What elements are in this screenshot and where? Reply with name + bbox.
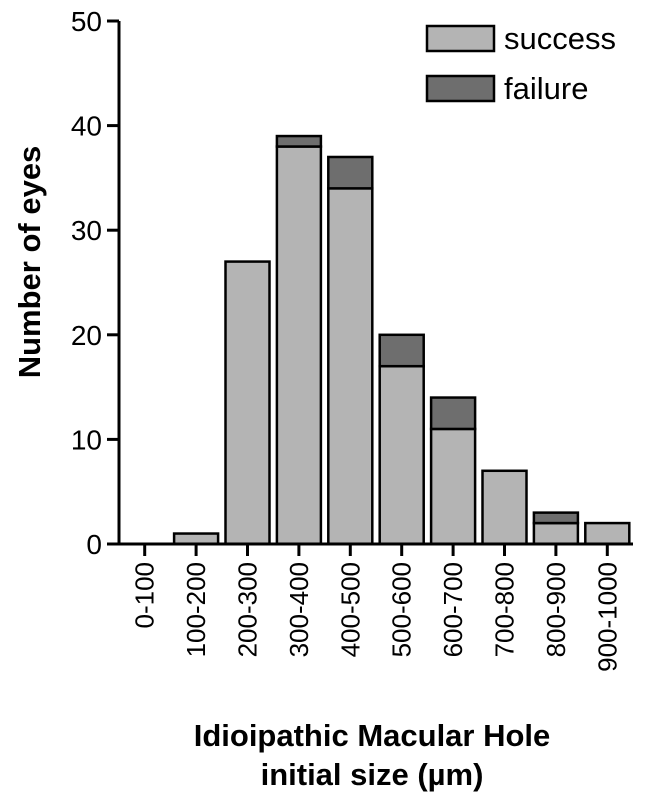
y-tick-label: 50 [71, 6, 102, 37]
x-tick-label: 300-400 [284, 562, 314, 657]
bar-success-500-600 [378, 364, 425, 546]
legend-label-success: success [504, 21, 616, 56]
bar-failure-600-700 [429, 396, 477, 431]
legend: success failure [425, 21, 616, 106]
bar-success-600-700 [429, 427, 477, 546]
x-tick-label: 700-800 [490, 562, 520, 657]
x-tick-label: 500-600 [387, 562, 417, 657]
legend-swatch-success [425, 24, 496, 53]
x-tick-label: 100-200 [181, 562, 211, 657]
bar-success-800-900 [532, 521, 580, 546]
bar-success-700-800 [481, 469, 528, 546]
bar-success-100-200 [172, 532, 220, 546]
y-tick-label: 40 [71, 111, 102, 142]
bar-success-300-400 [275, 145, 323, 546]
bar-success-400-500 [327, 187, 374, 546]
x-tick-label: 900-1000 [592, 562, 622, 672]
y-tick-label: 0 [86, 529, 102, 560]
x-tick-label: 200-300 [233, 562, 263, 657]
bar-success-200-300 [224, 260, 271, 546]
bars [172, 134, 631, 546]
bar-failure-400-500 [327, 155, 374, 190]
x-axis-label-line-1: Idioipathic Macular Hole [194, 718, 551, 753]
y-axis: 0 10 20 30 40 50 [71, 6, 121, 560]
bar-success-900-1000 [584, 521, 631, 546]
y-tick-label: 30 [71, 215, 102, 246]
legend-swatch-failure [425, 74, 496, 103]
legend-label-failure: failure [504, 71, 588, 106]
x-tick-label: 600-700 [438, 562, 468, 657]
x-axis-label-line-2: initial size (µm) [261, 757, 484, 792]
x-tick-label: 800-900 [541, 562, 571, 657]
x-tick-label: 400-500 [335, 562, 365, 657]
x-axis: 0-100 100-200 200-300 300-400 400-500 500-600… [118, 542, 633, 672]
y-tick-label: 10 [71, 424, 102, 455]
y-axis-label: Number of eyes [12, 146, 47, 379]
bar-failure-500-600 [378, 333, 425, 368]
y-tick-label: 20 [71, 320, 102, 351]
bar-failure-300-400 [275, 134, 323, 148]
x-tick-label: 0-100 [130, 562, 160, 629]
bar-failure-800-900 [532, 511, 580, 525]
